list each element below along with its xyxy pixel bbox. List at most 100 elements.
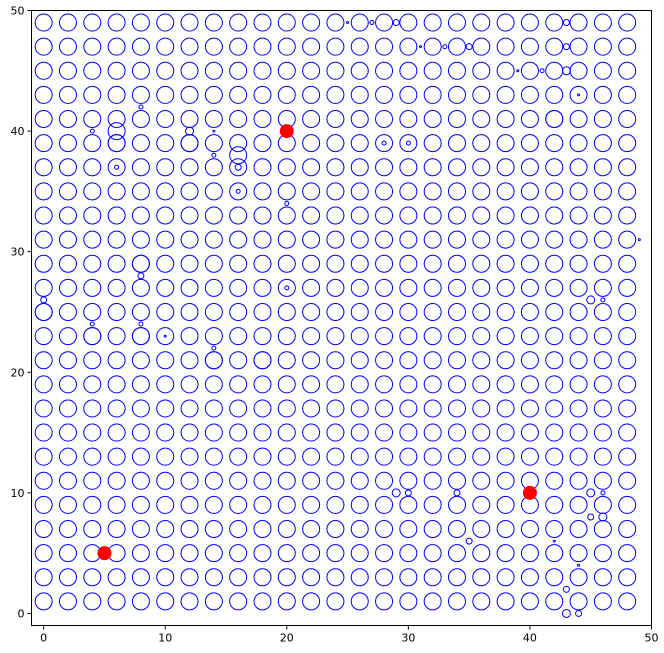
data-point-ring bbox=[204, 37, 223, 56]
data-point-ring bbox=[593, 158, 612, 177]
data-point-ring bbox=[302, 471, 321, 490]
data-point-ring bbox=[399, 37, 418, 56]
data-point-ring bbox=[180, 351, 199, 370]
data-point-ring bbox=[350, 447, 369, 466]
data-point-ring bbox=[375, 568, 394, 587]
data-point-ring bbox=[131, 327, 150, 346]
data-point-ring bbox=[350, 302, 369, 321]
data-point-ring bbox=[375, 351, 394, 370]
data-point-ring bbox=[131, 375, 150, 394]
data-point-ring bbox=[399, 254, 418, 273]
data-point-ring bbox=[496, 447, 515, 466]
data-point-ring bbox=[156, 399, 175, 418]
data-point-ring bbox=[375, 158, 394, 177]
data-point-ring bbox=[472, 351, 491, 370]
data-point-ring bbox=[447, 134, 466, 153]
data-point-ring bbox=[375, 230, 394, 249]
data-point-ring bbox=[569, 327, 588, 346]
data-point-ring bbox=[58, 61, 77, 80]
data-point-ring bbox=[447, 158, 466, 177]
data-point-ring bbox=[229, 447, 248, 466]
data-point-ring bbox=[58, 13, 77, 32]
data-point-ring bbox=[284, 200, 290, 206]
data-point-ring bbox=[229, 182, 248, 201]
data-point-ring bbox=[326, 592, 345, 611]
data-point-ring bbox=[107, 520, 126, 539]
data-point-ring bbox=[156, 351, 175, 370]
data-point-ring bbox=[58, 375, 77, 394]
data-point-ring bbox=[302, 447, 321, 466]
data-point-ring bbox=[496, 182, 515, 201]
data-point-ring bbox=[399, 495, 418, 514]
data-point-ring bbox=[229, 544, 248, 563]
data-point-ring bbox=[83, 399, 102, 418]
data-point-ring bbox=[569, 206, 588, 225]
data-point-ring bbox=[423, 61, 442, 80]
data-point-ring bbox=[593, 447, 612, 466]
data-point-ring bbox=[399, 592, 418, 611]
data-point-ring bbox=[447, 230, 466, 249]
data-point-ring bbox=[34, 278, 53, 297]
data-point-ring bbox=[277, 375, 296, 394]
data-point-ring bbox=[83, 471, 102, 490]
data-point-ring bbox=[83, 182, 102, 201]
data-point-ring bbox=[399, 327, 418, 346]
data-point-ring bbox=[253, 471, 272, 490]
data-point-ring bbox=[472, 85, 491, 104]
data-point-ring bbox=[569, 471, 588, 490]
data-point-ring bbox=[399, 13, 418, 32]
data-point-ring bbox=[326, 230, 345, 249]
data-point-ring bbox=[369, 20, 375, 26]
data-point-ring bbox=[618, 568, 637, 587]
data-point-ring bbox=[593, 544, 612, 563]
data-point-ring bbox=[442, 44, 448, 50]
data-point-ring bbox=[375, 254, 394, 273]
data-point-ring bbox=[496, 375, 515, 394]
data-point-ring bbox=[447, 61, 466, 80]
data-point-ring bbox=[229, 375, 248, 394]
data-point-ring bbox=[618, 495, 637, 514]
data-point-ring bbox=[423, 471, 442, 490]
data-point-ring bbox=[83, 230, 102, 249]
data-point-ring bbox=[180, 544, 199, 563]
data-point-ring bbox=[156, 447, 175, 466]
data-point-ring bbox=[277, 182, 296, 201]
data-point-ring bbox=[472, 471, 491, 490]
data-point-ring bbox=[107, 423, 126, 442]
data-point-ring bbox=[107, 206, 126, 225]
data-point-ring bbox=[107, 158, 126, 177]
data-point-ring bbox=[545, 327, 564, 346]
data-point-ring bbox=[253, 302, 272, 321]
data-point-ring bbox=[180, 423, 199, 442]
data-point-ring bbox=[375, 495, 394, 514]
data-point-ring bbox=[569, 13, 588, 32]
data-point-ring bbox=[302, 544, 321, 563]
y-tick-label: 30 bbox=[11, 246, 25, 259]
data-point-ring bbox=[375, 423, 394, 442]
data-point-ring bbox=[180, 302, 199, 321]
data-point-ring bbox=[185, 126, 195, 136]
data-point-ring bbox=[496, 85, 515, 104]
data-point-ring bbox=[326, 13, 345, 32]
data-point-ring bbox=[375, 327, 394, 346]
data-point-ring bbox=[375, 85, 394, 104]
data-point-ring bbox=[618, 278, 637, 297]
data-point-ring bbox=[516, 69, 520, 73]
data-point-ring bbox=[593, 278, 612, 297]
data-point-ring bbox=[253, 399, 272, 418]
data-point-ring bbox=[253, 230, 272, 249]
data-point-ring bbox=[58, 85, 77, 104]
data-point-ring bbox=[593, 37, 612, 56]
data-point-ring bbox=[423, 37, 442, 56]
data-point-ring bbox=[58, 423, 77, 442]
data-point-ring bbox=[131, 568, 150, 587]
data-point-ring bbox=[561, 608, 571, 618]
x-tick-label: 20 bbox=[280, 632, 294, 645]
data-point-ring bbox=[399, 61, 418, 80]
data-point-ring bbox=[593, 13, 612, 32]
data-point-ring bbox=[569, 520, 588, 539]
data-point-ring bbox=[83, 61, 102, 80]
data-point-ring bbox=[326, 544, 345, 563]
data-point-ring bbox=[34, 423, 53, 442]
data-point-ring bbox=[496, 520, 515, 539]
